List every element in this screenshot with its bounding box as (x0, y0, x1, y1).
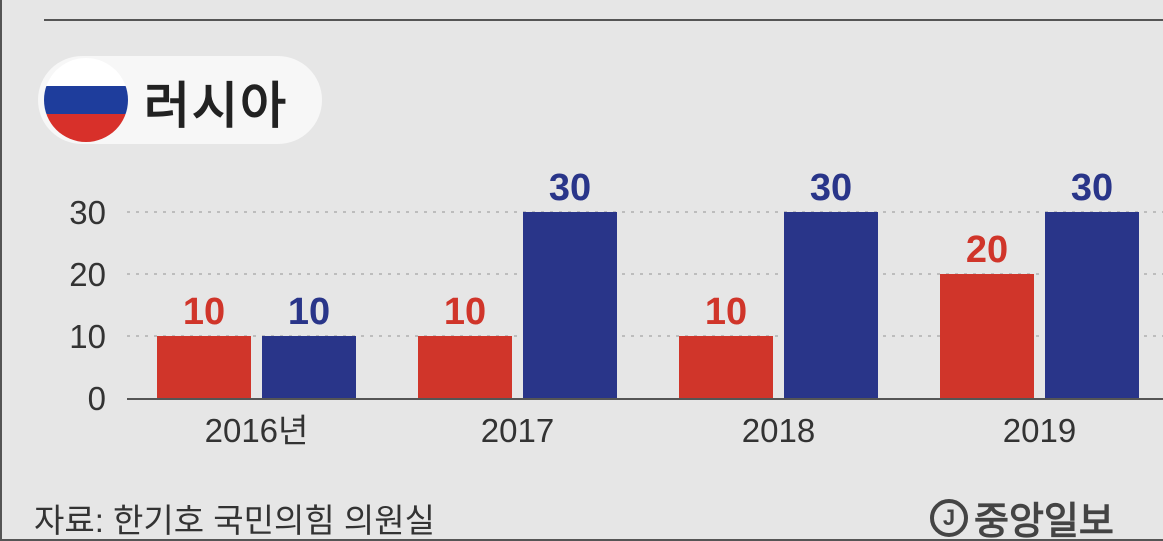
y-tick-label: 0 (88, 380, 106, 417)
data-label: 20 (966, 229, 1008, 271)
bar (1045, 212, 1139, 398)
y-tick-label: 10 (69, 318, 106, 355)
data-label: 30 (810, 167, 852, 209)
bar (262, 336, 356, 398)
logo-text: 중앙일보 (974, 501, 1114, 541)
source-note: 자료: 한기호 국민의힘 의원실 (34, 502, 435, 539)
data-label: 30 (549, 167, 591, 209)
bar (418, 336, 512, 398)
x-tick-label: 2017 (481, 412, 554, 449)
y-tick-label: 20 (69, 256, 106, 293)
data-label: 10 (705, 291, 747, 333)
bar (679, 336, 773, 398)
data-label: 10 (444, 291, 486, 333)
bar (784, 212, 878, 398)
data-label: 30 (1071, 167, 1113, 209)
x-tick-label: 2019 (1003, 412, 1076, 449)
bar (157, 336, 251, 398)
country-name: 러시아 (144, 78, 288, 134)
bar (940, 274, 1034, 398)
y-tick-label: 30 (69, 194, 106, 231)
data-label: 10 (288, 291, 330, 333)
logo-mark-icon: J (930, 498, 968, 537)
x-tick-label: 2018 (742, 412, 815, 449)
x-tick-label: 2016년 (205, 412, 309, 449)
top-divider (44, 19, 1163, 21)
bar (523, 212, 617, 398)
publisher-logo: J 중앙일보 (930, 490, 1114, 541)
data-label: 10 (183, 291, 225, 333)
